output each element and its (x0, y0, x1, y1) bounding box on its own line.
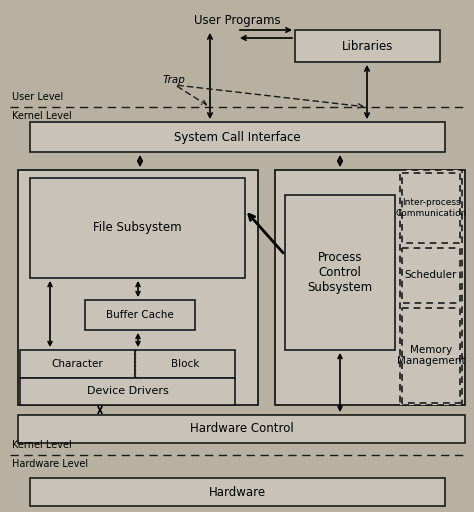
Bar (295, 30, 440, 62)
Text: Buffer Cache: Buffer Cache (106, 310, 174, 320)
Bar (285, 195, 395, 350)
Text: Trap: Trap (163, 75, 186, 85)
Text: Hardware Level: Hardware Level (12, 459, 88, 469)
Text: Memory
Management: Memory Management (397, 345, 465, 366)
Text: System Call Interface: System Call Interface (174, 131, 301, 143)
Bar (30, 178, 245, 278)
Bar (400, 170, 462, 405)
Text: User Level: User Level (12, 92, 63, 102)
Bar (18, 415, 465, 443)
Text: Scheduler: Scheduler (405, 270, 457, 281)
Bar (85, 300, 195, 330)
Bar (275, 170, 465, 405)
Bar (402, 308, 460, 403)
Bar (20, 350, 135, 378)
Text: Process
Control
Subsystem: Process Control Subsystem (308, 251, 373, 294)
Bar (402, 173, 460, 243)
Bar (402, 248, 460, 303)
Text: Hardware Control: Hardware Control (190, 422, 293, 436)
Text: Block: Block (171, 359, 199, 369)
Bar (20, 378, 235, 405)
Text: Libraries: Libraries (342, 39, 393, 53)
Bar (18, 170, 258, 405)
Text: Kernel Level: Kernel Level (12, 440, 72, 450)
Text: Hardware: Hardware (209, 485, 266, 499)
Text: Device Drivers: Device Drivers (87, 387, 168, 396)
Bar (135, 350, 235, 378)
Text: User Programs: User Programs (194, 14, 280, 27)
Text: Kernel Level: Kernel Level (12, 111, 72, 121)
Text: File Subsystem: File Subsystem (93, 222, 182, 234)
Text: Inter-process
Communication: Inter-process Communication (395, 198, 467, 218)
Text: Character: Character (52, 359, 103, 369)
Bar (30, 122, 445, 152)
Bar (30, 478, 445, 506)
